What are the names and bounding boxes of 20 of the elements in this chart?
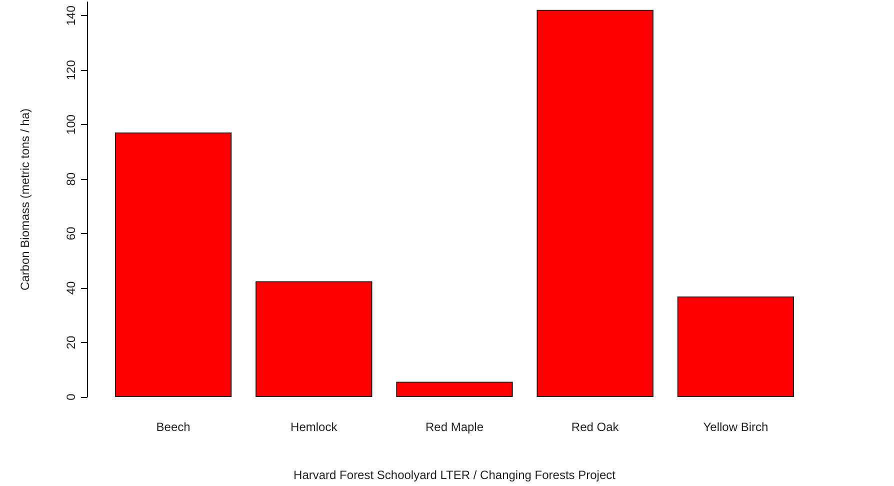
y-axis-title: Carbon Biomass (metric tons / ha) (18, 108, 32, 291)
bar (396, 382, 513, 397)
bar (677, 296, 794, 397)
y-tick-label: 0 (64, 393, 78, 400)
y-tick-label: 80 (64, 172, 78, 186)
y-tick-label: 40 (64, 281, 78, 295)
y-tick-label: 60 (64, 226, 78, 240)
x-tick-label: Hemlock (290, 420, 338, 434)
y-tick-label: 140 (64, 5, 78, 26)
bar (256, 281, 372, 397)
y-tick-label: 100 (64, 114, 78, 135)
y-tick-label: 20 (64, 336, 78, 350)
bar (114, 132, 232, 397)
x-tick-label: Yellow Birch (703, 420, 768, 434)
x-tick-label: Red Maple (425, 420, 484, 434)
x-tick-label: Beech (156, 420, 190, 434)
x-axis-title: Harvard Forest Schoolyard LTER / Changing Forests Project (294, 468, 616, 482)
bar (536, 10, 654, 397)
x-tick-label: Red Oak (571, 420, 620, 434)
y-tick-label: 120 (64, 60, 78, 80)
